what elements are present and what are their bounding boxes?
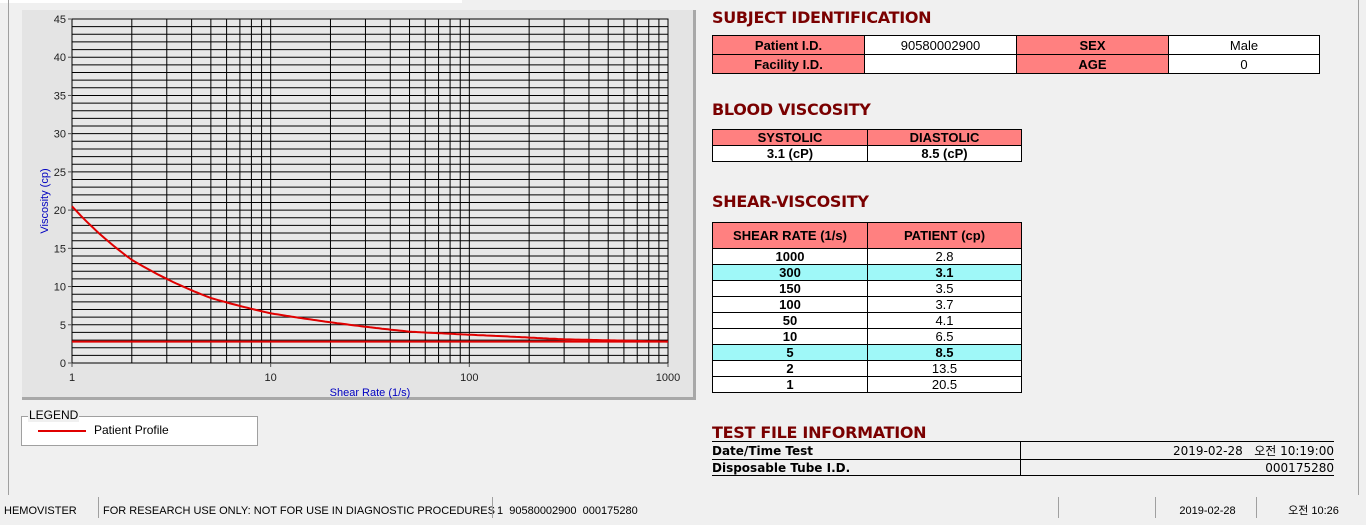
top-strip — [0, 0, 462, 3]
patient-value-cell: 13.5 — [867, 360, 1022, 377]
shear-rate-cell: 10 — [712, 328, 868, 345]
facility-id-label: Facility I.D. — [712, 54, 865, 74]
shear-rate-cell: 300 — [712, 264, 868, 281]
shear-row: 5 8.5 — [712, 344, 1022, 361]
age-value: 0 — [1168, 54, 1320, 74]
chart-panel: 0 5 10 15 20 25 30 35 40 45 1 10 100 1000 Shear Rate (… — [22, 10, 696, 400]
sex-label: SEX — [1016, 35, 1169, 55]
patient-value-cell: 6.5 — [867, 328, 1022, 345]
plot-area — [71, 18, 669, 364]
shear-row: 1000 2.8 — [712, 248, 1022, 265]
right-border — [1358, 0, 1366, 495]
status-date: 2019-02-28 — [1155, 497, 1255, 518]
x-tick-label: 1000 — [656, 372, 680, 384]
y-tick-label: 25 — [54, 167, 66, 179]
shear-rate-cell: 50 — [712, 312, 868, 329]
date-time-label: Date/Time Test — [712, 441, 1021, 460]
patient-value-cell: 8.5 — [867, 344, 1022, 361]
y-tick-label: 30 — [54, 129, 66, 141]
shear-rate-cell: 1000 — [712, 248, 868, 265]
patient-header: PATIENT (cp) — [867, 222, 1022, 249]
x-tick-label: 1 — [69, 372, 75, 384]
blood-viscosity-title: BLOOD VISCOSITY — [712, 100, 871, 119]
date-time-value: 2019-02-28 오전 10:19:00 — [1020, 441, 1334, 460]
diastolic-label: DIASTOLIC — [867, 129, 1022, 146]
viscosity-chart: 0 5 10 15 20 25 30 35 40 45 1 10 100 1000 Shear Rate (… — [39, 14, 680, 399]
y-tick-label: 0 — [60, 358, 66, 370]
patient-value-cell: 3.5 — [867, 280, 1022, 297]
patient-value-cell: 2.8 — [867, 248, 1022, 265]
series-line-patient-profile — [71, 205, 669, 343]
y-axis-label: Viscosity (cp) — [39, 168, 51, 233]
shear-rate-cell: 2 — [712, 360, 868, 377]
status-record: 1 90580002900 000175280 — [492, 497, 1058, 518]
legend-entry: Patient Profile — [94, 423, 169, 437]
legend-title: LEGEND — [28, 408, 80, 422]
subject-table: Patient I.D. 90580002900 SEX Male Facility … — [712, 35, 1320, 74]
legend-box: Patient Profile — [21, 416, 258, 446]
y-tick-label: 45 — [54, 14, 66, 26]
shear-row: 300 3.1 — [712, 264, 1022, 281]
shear-row: 10 6.5 — [712, 328, 1022, 345]
systolic-label: SYSTOLIC — [712, 129, 868, 146]
shear-row: 50 4.1 — [712, 312, 1022, 329]
patient-id-label: Patient I.D. — [712, 35, 865, 55]
shear-viscosity-title: SHEAR-VISCOSITY — [712, 192, 869, 211]
shear-rate-cell: 100 — [712, 296, 868, 313]
test-file-title: TEST FILE INFORMATION — [712, 423, 927, 442]
patient-value-cell: 3.1 — [867, 264, 1022, 281]
sex-value: Male — [1168, 35, 1320, 55]
subject-title: SUBJECT IDENTIFICATION — [712, 8, 932, 27]
facility-id-value — [864, 54, 1017, 74]
patient-id-value: 90580002900 — [864, 35, 1017, 55]
x-tick-label: 100 — [460, 372, 478, 384]
x-axis-label: Shear Rate (1/s) — [330, 387, 411, 399]
shear-rate-cell: 150 — [712, 280, 868, 297]
x-tick-label: 10 — [265, 372, 277, 384]
status-app: HEMOVISTER — [4, 505, 77, 517]
status-bar: HEMOVISTER FOR RESEARCH USE ONLY: NOT FO… — [0, 497, 1366, 518]
systolic-value: 3.1 (cP) — [712, 145, 868, 162]
patient-value-cell: 20.5 — [867, 376, 1022, 393]
shear-row: 100 3.7 — [712, 296, 1022, 313]
status-blank — [1058, 497, 1154, 518]
age-label: AGE — [1016, 54, 1169, 74]
patient-value-cell: 4.1 — [867, 312, 1022, 329]
blood-viscosity-table: SYSTOLIC DIASTOLIC 3.1 (cP) 8.5 (cP) — [712, 129, 1022, 162]
legend-swatch — [38, 430, 86, 432]
shear-row: 150 3.5 — [712, 280, 1022, 297]
tube-id-label: Disposable Tube I.D. — [712, 459, 1021, 476]
shear-rate-cell: 5 — [712, 344, 868, 361]
diastolic-value: 8.5 (cP) — [867, 145, 1022, 162]
shear-rate-header: SHEAR RATE (1/s) — [712, 222, 868, 249]
left-border — [0, 0, 9, 495]
y-tick-label: 35 — [54, 90, 66, 102]
shear-row: 2 13.5 — [712, 360, 1022, 377]
y-tick-label: 15 — [54, 243, 66, 255]
y-tick-label: 10 — [54, 282, 66, 294]
y-tick-label: 20 — [54, 205, 66, 217]
y-tick-label: 5 — [60, 320, 66, 332]
shear-rate-cell: 1 — [712, 376, 868, 393]
tube-id-value: 000175280 — [1020, 459, 1334, 476]
shear-row: 1 20.5 — [712, 376, 1022, 393]
test-file-table: Date/Time Test 2019-02-28 오전 10:19:00 Dis… — [712, 441, 1334, 476]
patient-value-cell: 3.7 — [867, 296, 1022, 313]
shear-table: SHEAR RATE (1/s) PATIENT (cp) 1000 2.8 300 3… — [712, 222, 1022, 393]
y-tick-label: 40 — [54, 52, 66, 64]
status-time: 오전 10:26 — [1256, 497, 1366, 518]
status-notice: FOR RESEARCH USE ONLY: NOT FOR USE IN DI… — [98, 497, 495, 518]
